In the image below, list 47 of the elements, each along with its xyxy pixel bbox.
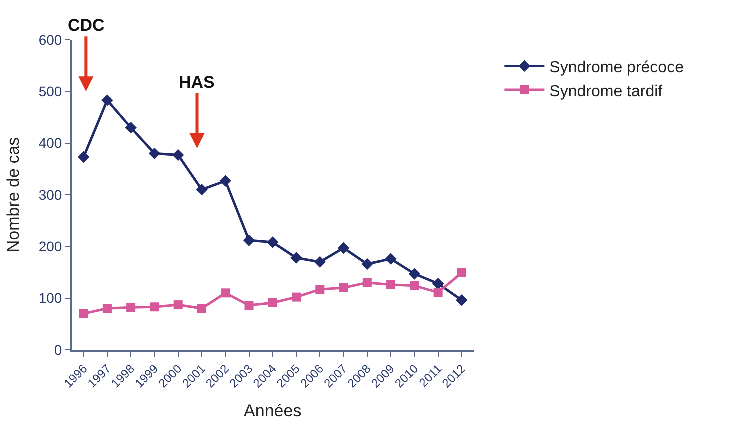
- point: [362, 278, 372, 288]
- point: [408, 268, 421, 280]
- point: [150, 302, 160, 312]
- point: [78, 151, 90, 164]
- point: [125, 122, 137, 134]
- point: [172, 149, 184, 162]
- y-tick-label: 300: [38, 186, 62, 203]
- point: [434, 288, 443, 298]
- point: [457, 268, 466, 278]
- point: [174, 300, 183, 310]
- annotation: HAS: [179, 73, 215, 92]
- point: [79, 309, 88, 318]
- y-tick-label: 500: [38, 84, 62, 100]
- y-tick-label: 400: [38, 135, 62, 152]
- point: [197, 304, 206, 314]
- point: [456, 294, 468, 306]
- y-tick-label: 200: [38, 238, 62, 255]
- point: [244, 301, 254, 310]
- legend-label: Syndrome tardif: [550, 83, 664, 100]
- point: [126, 303, 136, 312]
- point: [267, 236, 279, 248]
- point: [314, 256, 326, 268]
- legend-label: Syndrome précoce: [550, 59, 684, 76]
- point: [220, 175, 232, 187]
- point: [268, 298, 278, 308]
- point: [148, 148, 161, 160]
- y-axis-title: Nombre de cas: [4, 137, 23, 253]
- point: [316, 285, 325, 294]
- point: [292, 292, 302, 302]
- point: [221, 288, 230, 298]
- y-tick-label: 0: [54, 342, 62, 358]
- point: [196, 184, 208, 196]
- point: [102, 94, 114, 106]
- x-axis-title: Années: [244, 402, 302, 421]
- point: [432, 278, 444, 290]
- point: [385, 253, 397, 265]
- text: CDC: [68, 16, 105, 35]
- y-tick-label: 100: [38, 290, 62, 306]
- point: [243, 234, 256, 246]
- point: [290, 252, 302, 264]
- point: [362, 258, 374, 270]
- point: [102, 304, 112, 314]
- point: [339, 284, 348, 292]
- point: [386, 280, 396, 290]
- point: [410, 281, 420, 290]
- y-tick-label: 600: [38, 32, 62, 48]
- point: [338, 242, 350, 254]
